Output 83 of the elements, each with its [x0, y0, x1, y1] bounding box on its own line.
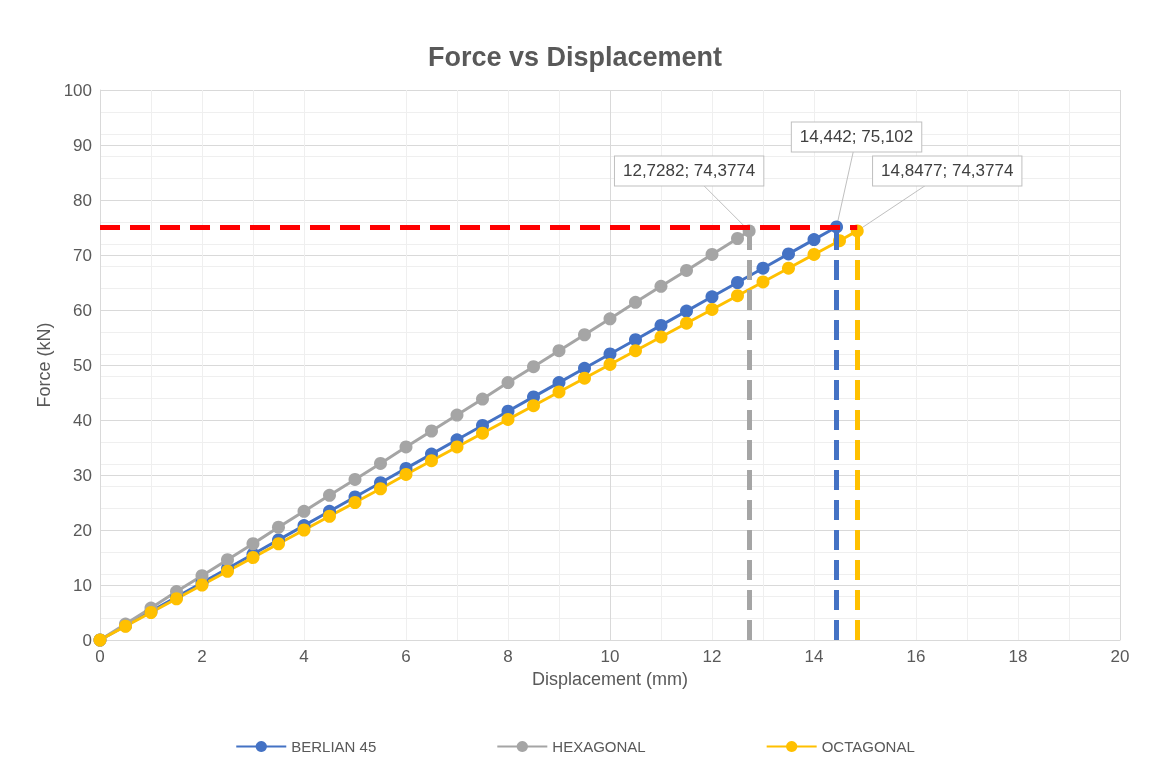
- point: [399, 440, 413, 454]
- point: [654, 279, 668, 293]
- chart-title: Force vs Displacement: [427, 41, 723, 72]
- point: [527, 399, 540, 413]
- point: [323, 488, 336, 502]
- point: [705, 302, 719, 316]
- annotation: 14,442; 75,102: [799, 127, 914, 147]
- legend-label: OCTAGONAL: [821, 738, 915, 755]
- point: [629, 344, 642, 358]
- point: [450, 408, 464, 422]
- point: [323, 509, 336, 523]
- point: [807, 233, 821, 247]
- point: [374, 482, 387, 496]
- x-tick-label: 16: [906, 647, 926, 666]
- point: [246, 551, 260, 564]
- y-tick-label: 50: [73, 355, 92, 375]
- point: [731, 232, 744, 245]
- point: [756, 261, 770, 275]
- point: [425, 424, 438, 438]
- point: [731, 289, 744, 303]
- y-tick-label: 40: [73, 410, 92, 430]
- x-tick-label: 12: [702, 647, 722, 666]
- legend-label: HEXAGONAL: [552, 738, 646, 755]
- point: [297, 504, 311, 518]
- point: [297, 523, 311, 537]
- point: [425, 454, 438, 468]
- x-tick-label: 14: [804, 647, 824, 666]
- y-tick-label: 0: [82, 630, 92, 650]
- x-tick-label: 6: [401, 647, 411, 666]
- point: [807, 247, 821, 261]
- point: [399, 467, 413, 481]
- point: [476, 426, 489, 440]
- x-tick-label: 0: [95, 647, 105, 666]
- x-tick-label: 18: [1008, 647, 1028, 666]
- point: [782, 247, 795, 261]
- y-axis-title: Force (kN): [33, 322, 54, 408]
- point: [782, 261, 795, 275]
- y-tick-label: 10: [73, 575, 92, 595]
- x-tick-label: 4: [299, 647, 309, 666]
- y-tick-label: 80: [73, 190, 92, 210]
- point: [629, 333, 642, 347]
- point: [756, 275, 770, 289]
- point: [552, 344, 566, 358]
- y-tick-label: 20: [73, 520, 92, 540]
- point: [705, 290, 719, 304]
- point: [476, 392, 489, 406]
- point: [272, 520, 285, 534]
- y-tick-label: 30: [73, 465, 92, 485]
- x-tick-label: 20: [1110, 647, 1130, 666]
- point: [629, 295, 642, 309]
- legend-label: BERLIAN 45: [291, 738, 377, 755]
- point: [501, 376, 515, 390]
- x-tick-label: 10: [600, 647, 620, 666]
- point: [527, 360, 540, 374]
- x-tick-label: 2: [197, 647, 207, 666]
- point: [348, 496, 362, 509]
- point: [654, 318, 668, 332]
- point: [731, 276, 744, 289]
- point: [603, 312, 617, 326]
- point: [603, 357, 617, 371]
- point: [654, 330, 668, 344]
- point: [578, 328, 591, 342]
- x-axis-title: Displacement (mm): [531, 669, 689, 689]
- point: [374, 456, 387, 470]
- point: [680, 316, 693, 330]
- x-tick-label: 8: [503, 647, 513, 666]
- point: [680, 304, 693, 318]
- y-tick-label: 70: [73, 245, 92, 265]
- point: [348, 472, 362, 486]
- point: [705, 247, 719, 261]
- point: [680, 263, 693, 277]
- y-tick-label: 90: [73, 135, 92, 155]
- y-tick-label: 60: [73, 300, 92, 320]
- point: [450, 440, 464, 454]
- point: [272, 537, 285, 551]
- point: [501, 412, 515, 426]
- y-tick-label: 100: [63, 80, 92, 100]
- point: [552, 385, 566, 399]
- point: [221, 553, 234, 567]
- annotation: 12,7282; 74,3774: [622, 161, 756, 181]
- point: [246, 537, 260, 551]
- annotation: 14,8477; 74,3774: [881, 161, 1014, 181]
- point: [578, 371, 591, 385]
